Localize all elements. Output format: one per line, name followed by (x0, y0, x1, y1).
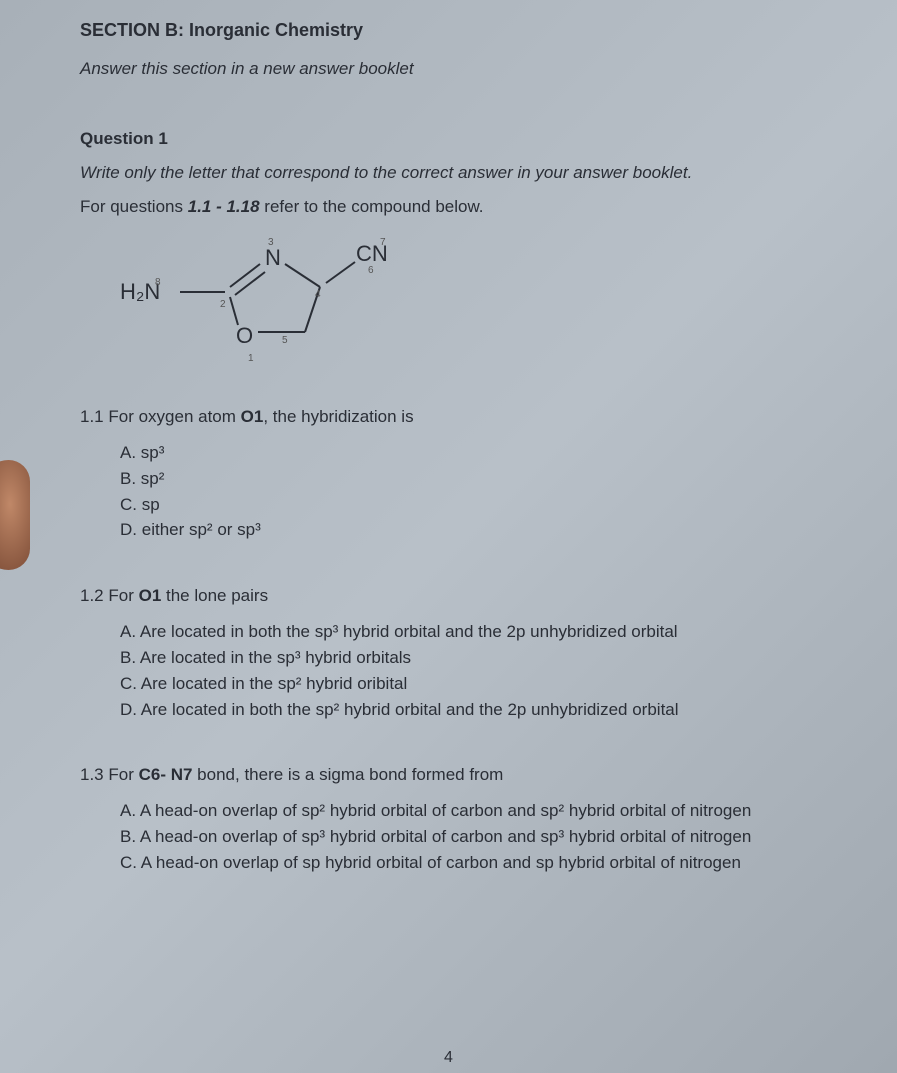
q12-pre: 1.2 For (80, 586, 139, 605)
q12-opt-d: D. Are located in both the sp² hybrid or… (120, 698, 837, 722)
q11-options: A. sp³ B. sp² C. sp D. either sp² or sp³ (120, 441, 837, 542)
atom-6: 6 (368, 265, 374, 276)
q12-bold: O1 (139, 586, 162, 605)
q11-bold: O1 (241, 407, 264, 426)
q13-pre: 1.3 For (80, 765, 139, 784)
range-post: refer to the compound below. (260, 197, 484, 216)
atom-4: 4 (315, 289, 321, 300)
question-range-instruction: For questions 1.1 - 1.18 refer to the co… (80, 197, 837, 217)
atom-7: 7 (380, 237, 386, 248)
q13-text: 1.3 For C6- N7 bond, there is a sigma bo… (80, 765, 837, 785)
q11-opt-c: C. sp (120, 493, 837, 517)
range-bold: 1.1 - 1.18 (188, 197, 260, 216)
q11-post: , the hybridization is (263, 407, 413, 426)
q12-options: A. Are located in both the sp³ hybrid or… (120, 620, 837, 721)
q13-post: bond, there is a sigma bond formed from (192, 765, 503, 784)
q12-opt-c: C. Are located in the sp² hybrid oribita… (120, 672, 837, 696)
q11-text: 1.1 For oxygen atom O1, the hybridizatio… (80, 407, 837, 427)
atom-5: 5 (282, 335, 288, 346)
q11-opt-b-text: sp² (141, 469, 165, 488)
atom-8: 8 (155, 277, 161, 288)
q12-opt-a-text: Are located in both the sp³ hybrid orbit… (140, 622, 678, 641)
compound-n: N (265, 245, 281, 271)
q12-opt-d-text: Are located in both the sp² hybrid orbit… (141, 700, 679, 719)
q12-opt-a: A. Are located in both the sp³ hybrid or… (120, 620, 837, 644)
q11-pre: 1.1 For oxygen atom (80, 407, 241, 426)
range-pre: For questions (80, 197, 188, 216)
section-title: SECTION B: Inorganic Chemistry (80, 20, 837, 41)
q11-opt-a-text: sp³ (141, 443, 165, 462)
q12-opt-b-text: Are located in the sp³ hybrid orbitals (140, 648, 411, 667)
question-1-instruction: Write only the letter that correspond to… (80, 163, 837, 183)
q12-text: 1.2 For O1 the lone pairs (80, 586, 837, 606)
q12-opt-c-text: Are located in the sp² hybrid oribital (141, 674, 407, 693)
atom-1: 1 (248, 353, 254, 364)
q13-opt-c-text: A head-on overlap of sp hybrid orbital o… (141, 853, 741, 872)
q13-options: A. A head-on overlap of sp² hybrid orbit… (120, 799, 837, 874)
q12-opt-b: B. Are located in the sp³ hybrid orbital… (120, 646, 837, 670)
q13-bold: C6- N7 (139, 765, 193, 784)
atom-3: 3 (268, 237, 274, 248)
q13-opt-b-text: A head-on overlap of sp³ hybrid orbital … (140, 827, 751, 846)
q12-post: the lone pairs (161, 586, 268, 605)
compound-o: O (236, 323, 253, 349)
q11-opt-a: A. sp³ (120, 441, 837, 465)
atom-2: 2 (220, 299, 226, 310)
q13-opt-a: A. A head-on overlap of sp² hybrid orbit… (120, 799, 837, 823)
question-1-header: Question 1 (80, 129, 837, 149)
q11-opt-c-text: sp (142, 495, 160, 514)
q11-opt-d-text: either sp² or sp³ (142, 520, 261, 539)
q13-opt-b: B. A head-on overlap of sp³ hybrid orbit… (120, 825, 837, 849)
q11-opt-b: B. sp² (120, 467, 837, 491)
q11-opt-d: D. either sp² or sp³ (120, 518, 837, 542)
q13-opt-c: C. A head-on overlap of sp hybrid orbita… (120, 851, 837, 875)
compound-structure: H₂N N CN O 1 2 3 4 5 6 7 8 (120, 237, 400, 377)
q13-opt-a-text: A head-on overlap of sp² hybrid orbital … (140, 801, 751, 820)
thumb-photo-artifact (0, 460, 30, 570)
page-number: 4 (444, 1049, 453, 1067)
section-instruction: Answer this section in a new answer book… (80, 59, 837, 79)
